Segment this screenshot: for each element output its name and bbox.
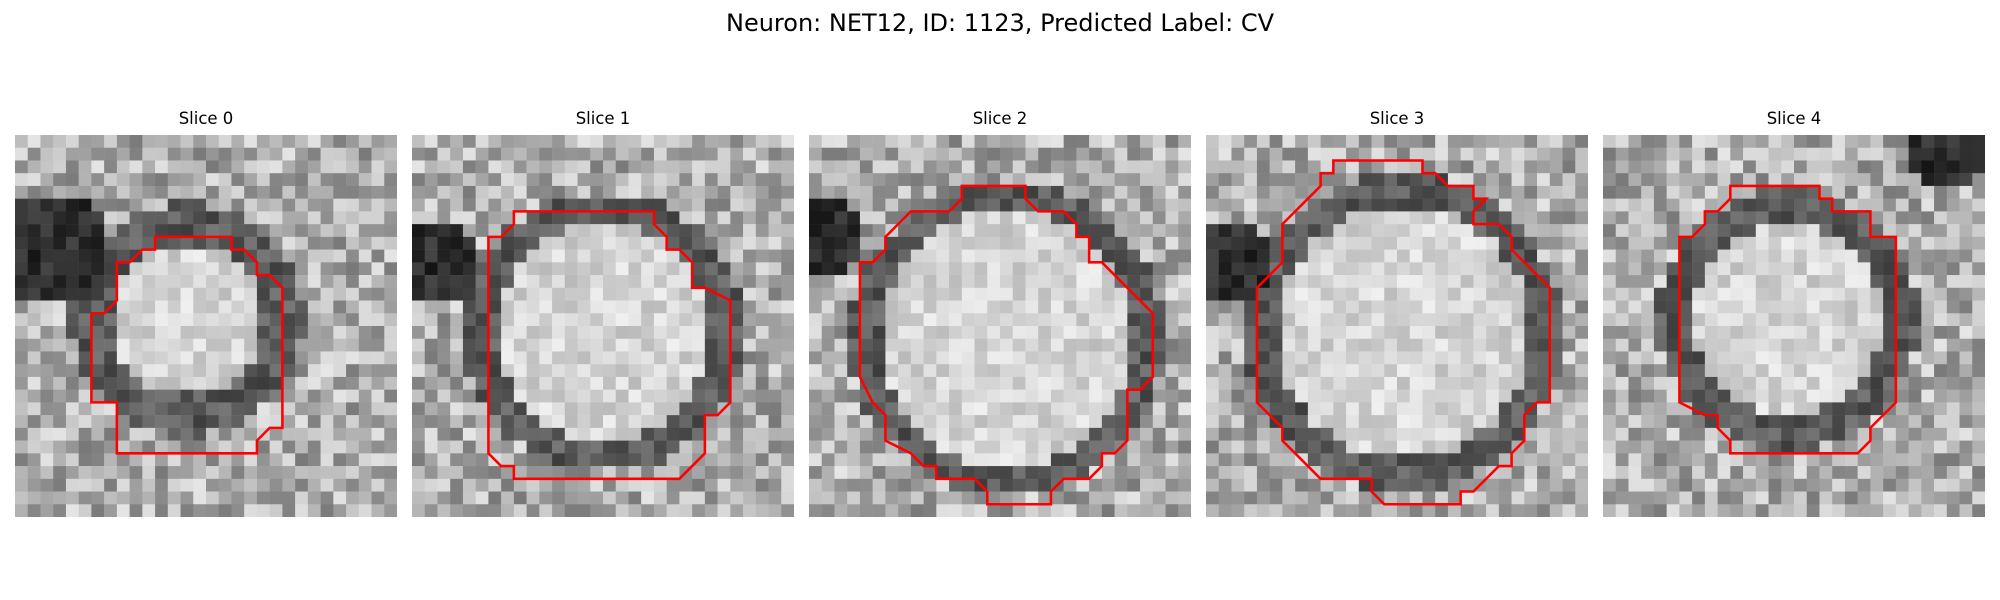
em-image-pixels	[809, 135, 1191, 517]
slice-image	[809, 135, 1191, 517]
segmentation-contour	[1255, 159, 1552, 506]
slice-title: Slice 4	[1766, 109, 1822, 128]
slice-image	[15, 135, 397, 517]
em-image-pixels	[1603, 135, 1985, 517]
segmentation-contour	[1678, 184, 1898, 455]
slice-title: Slice 1	[575, 109, 631, 128]
slice-title: Slice 3	[1369, 109, 1425, 128]
em-image-pixels	[412, 135, 794, 517]
slice-title: Slice 0	[178, 109, 234, 128]
segmentation-contour	[858, 184, 1155, 506]
segmentation-contour	[487, 210, 732, 481]
slice-image	[1603, 135, 1985, 517]
em-image-pixels	[1206, 135, 1588, 517]
figure-title: Neuron: NET12, ID: 1123, Predicted Label…	[726, 9, 1274, 37]
segmentation-contour	[90, 235, 284, 455]
slice-title: Slice 2	[972, 109, 1028, 128]
em-image-pixels	[15, 135, 397, 517]
slice-image	[1206, 135, 1588, 517]
slice-image	[412, 135, 794, 517]
